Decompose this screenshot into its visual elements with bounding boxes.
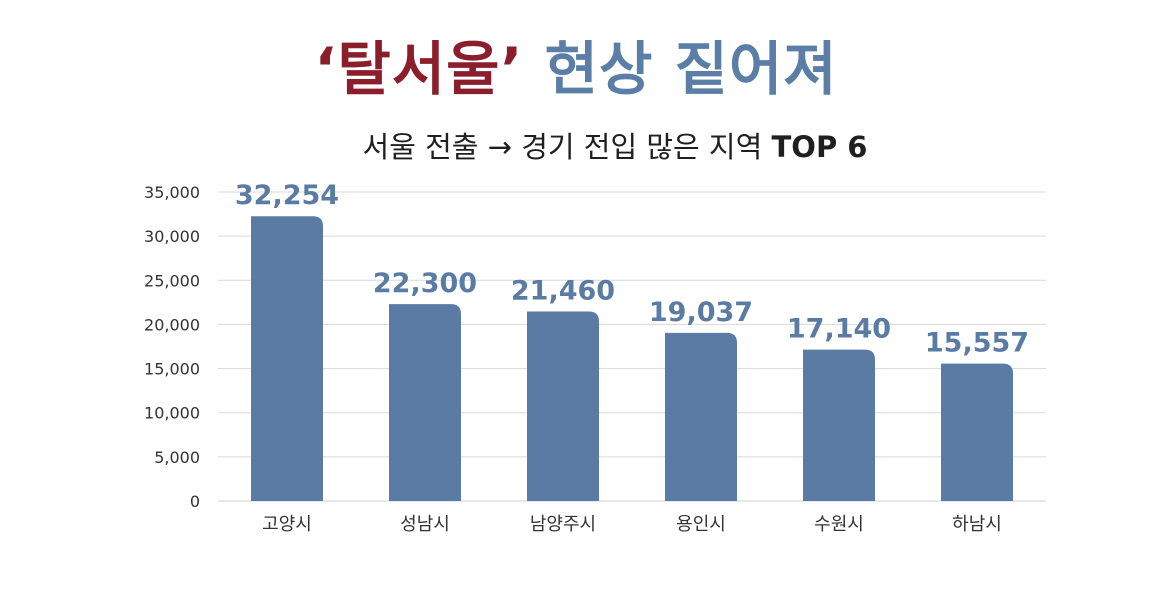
- data-label: 15,557: [925, 328, 1029, 359]
- y-tick-label: 30,000: [144, 227, 200, 246]
- y-tick-label: 25,000: [144, 271, 200, 290]
- data-label: 22,300: [373, 268, 477, 299]
- y-tick-label: 5,000: [154, 448, 200, 467]
- y-tick-label: 15,000: [144, 360, 200, 379]
- bar: [389, 304, 461, 501]
- chart-title-text: 서울 전출 → 경기 전입 많은 지역: [362, 130, 763, 164]
- x-tick-label: 하남시: [952, 514, 1002, 535]
- chart-title: 서울 전출 → 경기 전입 많은 지역 TOP 6: [0, 124, 1152, 166]
- y-tick-label: 35,000: [144, 183, 200, 202]
- data-label: 21,460: [511, 276, 615, 307]
- y-tick-label: 20,000: [144, 315, 200, 334]
- x-tick-label: 용인시: [676, 514, 726, 535]
- x-tick-label: 수원시: [814, 514, 864, 535]
- bar: [941, 363, 1013, 501]
- bar: [527, 311, 599, 501]
- x-tick-label: 남양주시: [530, 514, 596, 535]
- y-tick-label: 10,000: [144, 404, 200, 423]
- headline-part1: ‘탈서울’: [314, 35, 524, 103]
- bar: [803, 349, 875, 501]
- chart-title-suffix: TOP 6: [771, 130, 868, 164]
- x-tick-label: 고양시: [262, 514, 312, 535]
- data-label: 19,037: [649, 297, 753, 328]
- y-tick-label: 0: [190, 492, 200, 511]
- data-label: 32,254: [235, 180, 339, 211]
- bar: [665, 332, 737, 501]
- headline: ‘탈서울’ 현상 짙어져: [0, 22, 1152, 106]
- headline-part2: 현상 짙어져: [544, 35, 838, 103]
- x-tick-label: 성남시: [400, 514, 450, 535]
- data-label: 17,140: [787, 314, 891, 345]
- bar: [251, 216, 323, 501]
